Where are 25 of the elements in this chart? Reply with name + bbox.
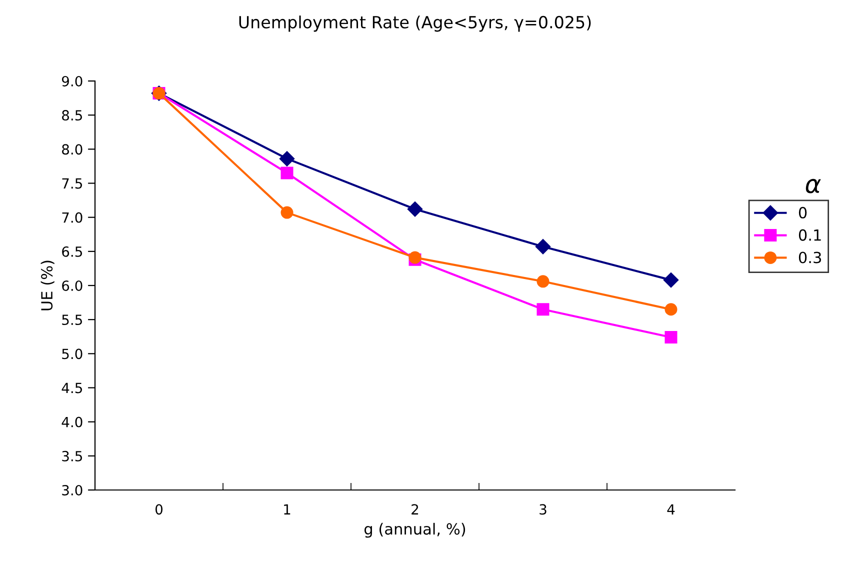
chart-title: Unemployment Rate (Age<5yrs, γ=0.025) (239, 16, 591, 32)
legend-label: 0.3 (798, 252, 821, 264)
y-axis-title: UE (%) (40, 260, 54, 310)
x-tick-label: 1 (284, 504, 290, 514)
y-tick-label: 8.0 (62, 144, 82, 155)
y-tick-label: 9.0 (62, 76, 82, 86)
x-tick-label: 2 (412, 504, 418, 514)
y-tick-label: 3.0 (62, 484, 82, 496)
y-tick-label: 5.0 (62, 348, 82, 360)
y-tick-label: 8.5 (62, 110, 82, 121)
x-tick-label: 4 (667, 504, 675, 514)
y-tick-label: 4.5 (62, 382, 82, 394)
x-axis-title: g (annual, %) (364, 522, 466, 538)
y-tick-label: 6.0 (62, 280, 82, 291)
y-tick-label: 6.5 (62, 246, 82, 257)
y-tick-label: 3.5 (62, 450, 82, 462)
x-tick-label: 0 (155, 504, 162, 515)
legend-label: 0.1 (798, 229, 821, 241)
y-tick-label: 5.5 (62, 314, 82, 326)
y-tick-label: 7.5 (62, 178, 82, 189)
y-tick-label: 7.0 (62, 212, 82, 223)
x-tick-label: 3 (540, 504, 546, 515)
y-tick-label: 4.0 (62, 416, 82, 428)
legend-label: 0 (798, 206, 807, 218)
legend-title: α (806, 178, 821, 194)
